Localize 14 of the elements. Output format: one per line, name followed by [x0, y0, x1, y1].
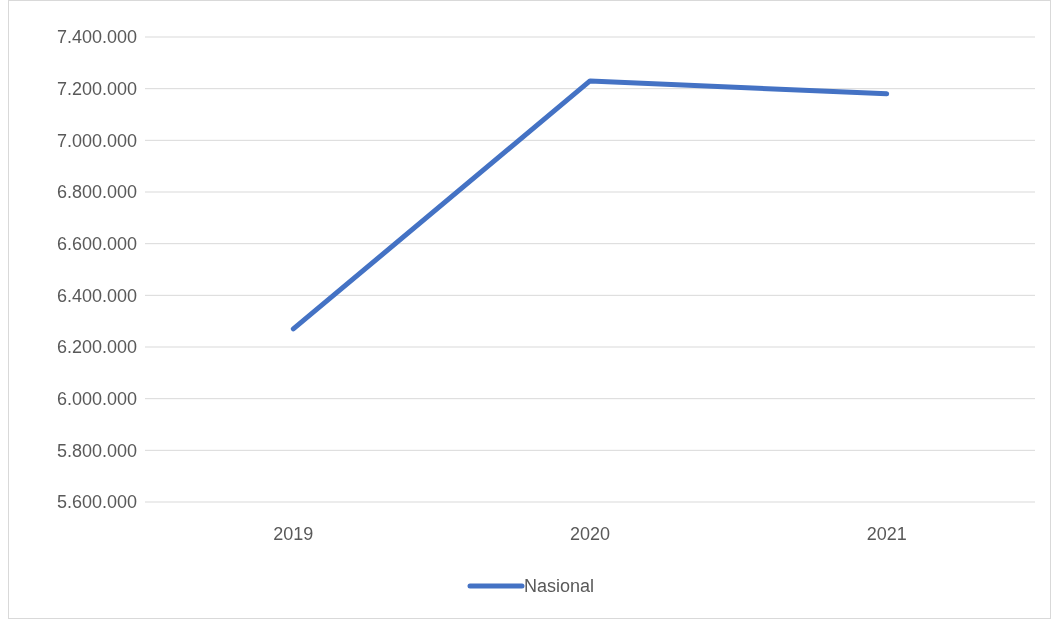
x-tick-label: 2020: [569, 524, 611, 544]
x-tick-label: 2021: [866, 524, 907, 544]
y-tick-label: 7.200.000: [56, 78, 137, 99]
x-tick-label: 2019: [273, 524, 314, 544]
y-tick-label: 5.600.000: [56, 492, 137, 513]
y-tick-label: 5.800.000: [56, 440, 137, 461]
y-tick-label: 7.400.000: [56, 27, 137, 48]
legend-label: Nasional: [524, 576, 595, 597]
y-tick-label: 6.400.000: [56, 285, 137, 306]
y-tick-label: 7.000.000: [56, 130, 137, 151]
y-tick-label: 6.200.000: [56, 337, 137, 358]
y-tick-label: 6.000.000: [56, 388, 137, 409]
y-tick-label: 6.600.000: [56, 233, 137, 254]
y-tick-label: 6.800.000: [56, 182, 137, 203]
